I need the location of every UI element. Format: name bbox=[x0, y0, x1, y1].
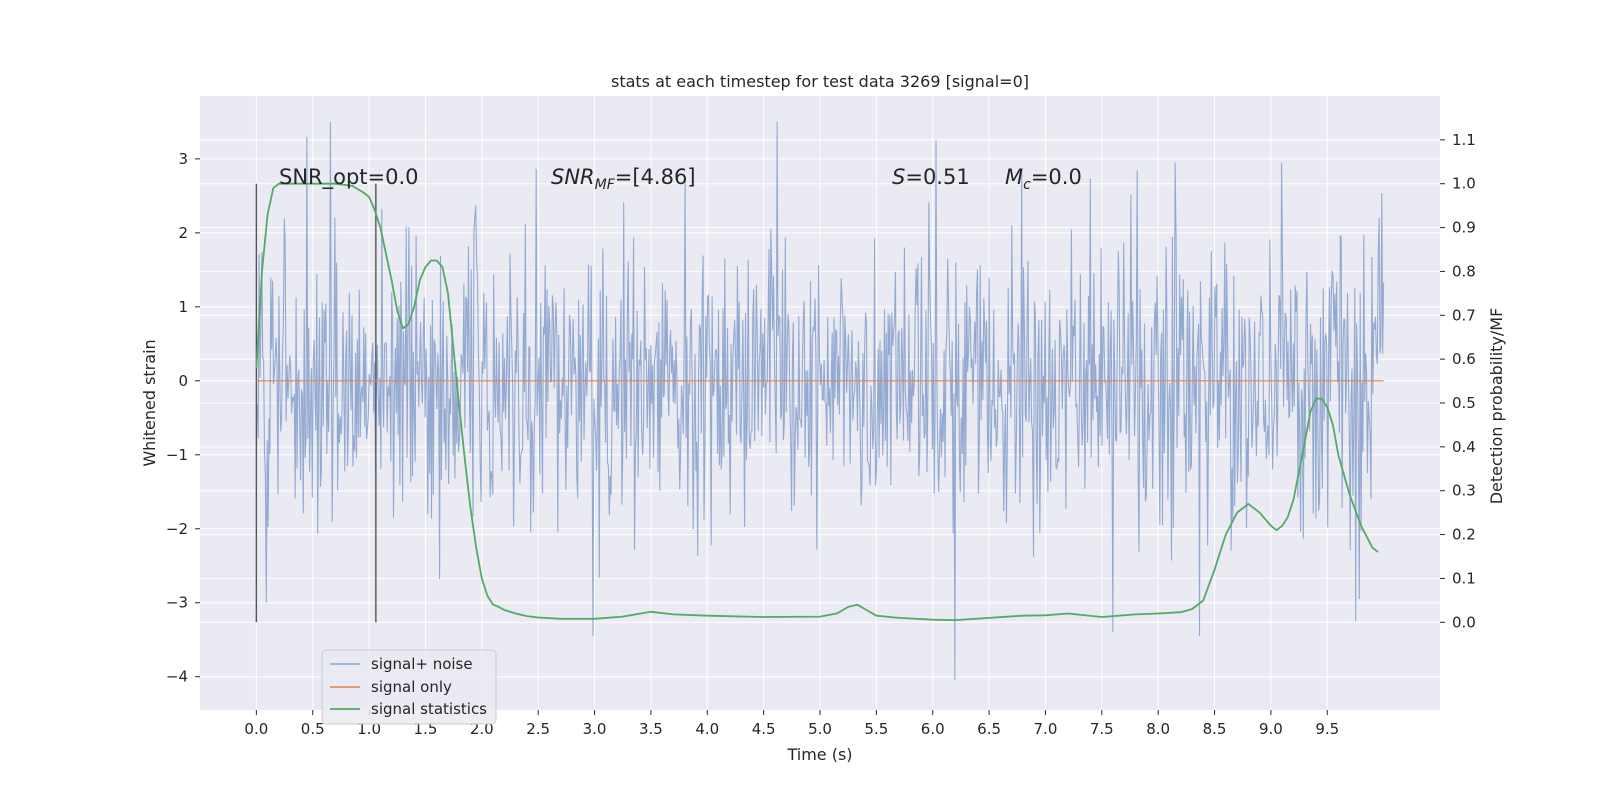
snr-mf-base: SNR bbox=[551, 165, 595, 189]
x-tick-label: 2.5 bbox=[526, 720, 550, 738]
annotation-mc: Mc=0.0 bbox=[1005, 165, 1082, 193]
annotation-snr-mf: SNRMF=[4.86] bbox=[551, 165, 696, 193]
signal-statistics-line bbox=[255, 182, 1379, 621]
y-tick-label: −3 bbox=[166, 594, 188, 612]
x-tick-label: 3.5 bbox=[639, 720, 663, 738]
y-axis-ticks: −4 −3 −2 −1 0 1 2 3 bbox=[166, 150, 200, 686]
y2-tick-label: 0.0 bbox=[1452, 613, 1476, 631]
mc-base: M bbox=[1005, 165, 1023, 189]
mc-sub: c bbox=[1023, 177, 1031, 193]
x-axis-ticks: 0.0 0.5 1.0 1.5 2.0 2.5 3.0 3.5 4.0 4.5 5.0 5.5 6.0 6… bbox=[244, 710, 1339, 738]
y-tick-label: 1 bbox=[178, 298, 188, 316]
legend-label-noise: signal+ noise bbox=[371, 655, 473, 673]
legend-label-signal-only: signal only bbox=[371, 678, 452, 696]
y2-axis-label: Detection probability/MF bbox=[1487, 308, 1506, 505]
x-tick-label: 3.0 bbox=[583, 720, 607, 738]
s-value: =0.51 bbox=[905, 165, 969, 189]
y2-tick-label: 0.7 bbox=[1452, 306, 1476, 324]
y-tick-label: 3 bbox=[178, 150, 188, 168]
x-tick-label: 9.0 bbox=[1259, 720, 1283, 738]
vertical-markers bbox=[255, 183, 377, 623]
y2-tick-label: 0.2 bbox=[1452, 526, 1476, 544]
y2-tick-label: 0.6 bbox=[1452, 350, 1476, 368]
x-tick-label: 4.5 bbox=[752, 720, 776, 738]
x-tick-label: 9.5 bbox=[1315, 720, 1339, 738]
annotation-s: S=0.51 bbox=[892, 165, 970, 189]
x-tick-label: 0.5 bbox=[301, 720, 325, 738]
x-tick-label: 6.0 bbox=[921, 720, 945, 738]
annotation-snr-opt: SNR_opt=0.0 bbox=[279, 165, 419, 190]
mc-value: =0.0 bbox=[1031, 165, 1082, 189]
x-tick-label: 5.5 bbox=[864, 720, 888, 738]
y2-tick-label: 0.5 bbox=[1452, 394, 1476, 412]
snr-mf-sub: MF bbox=[595, 177, 616, 193]
y2-tick-label: 0.1 bbox=[1452, 569, 1476, 587]
y-tick-label: 0 bbox=[178, 372, 188, 390]
y-tick-label: 2 bbox=[178, 224, 188, 242]
y2-axis-ticks: 0.0 0.1 0.2 0.3 0.4 0.5 0.6 0.7 0.8 0.9 1.0 1.1 bbox=[1440, 131, 1476, 631]
series-signal-statistics bbox=[255, 182, 1379, 621]
y2-tick-label: 0.3 bbox=[1452, 482, 1476, 500]
x-tick-label: 0.0 bbox=[244, 720, 268, 738]
x-tick-label: 7.0 bbox=[1034, 720, 1058, 738]
y-tick-label: −2 bbox=[166, 520, 188, 538]
y2-tick-label: 1.0 bbox=[1452, 175, 1476, 193]
y2-tick-label: 0.4 bbox=[1452, 438, 1476, 456]
y2-tick-label: 1.1 bbox=[1452, 131, 1476, 149]
x-tick-label: 8.5 bbox=[1203, 720, 1227, 738]
x-tick-label: 7.5 bbox=[1090, 720, 1114, 738]
snr-mf-value: =[4.86] bbox=[615, 165, 696, 189]
x-tick-label: 8.0 bbox=[1146, 720, 1170, 738]
x-tick-label: 4.0 bbox=[695, 720, 719, 738]
s-base: S bbox=[892, 165, 905, 189]
x-axis-label: Time (s) bbox=[786, 745, 852, 764]
y-axis-label: Whitened strain bbox=[140, 339, 159, 466]
legend: signal+ noise signal only signal statist… bbox=[321, 649, 497, 725]
legend-label-signal-statistics: signal statistics bbox=[371, 700, 487, 718]
chart-title: stats at each timestep for test data 326… bbox=[611, 72, 1029, 91]
x-tick-label: 5.0 bbox=[808, 720, 832, 738]
y2-tick-label: 0.8 bbox=[1452, 262, 1476, 280]
y-tick-label: −1 bbox=[166, 446, 188, 464]
noise-trace bbox=[255, 121, 1385, 681]
y2-tick-label: 0.9 bbox=[1452, 219, 1476, 237]
legend-box bbox=[321, 649, 497, 725]
series-signal-noise bbox=[255, 121, 1385, 681]
x-tick-label: 6.5 bbox=[977, 720, 1001, 738]
y-tick-label: −4 bbox=[166, 668, 188, 686]
